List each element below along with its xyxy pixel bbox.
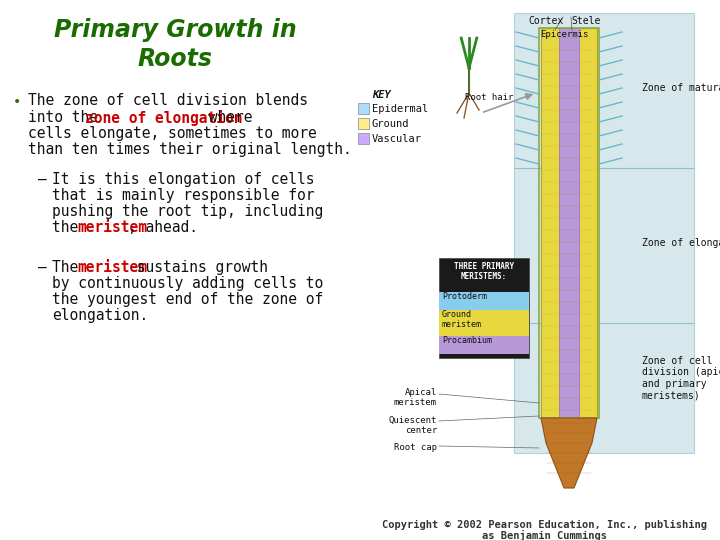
Text: the youngest end of the zone of: the youngest end of the zone of	[52, 292, 323, 307]
Text: as Benjamin Cummings: as Benjamin Cummings	[482, 530, 608, 540]
Text: Ground
meristem: Ground meristem	[442, 310, 482, 329]
Text: Epicermis: Epicermis	[540, 30, 588, 39]
Bar	[439, 336, 529, 354]
Text: Procambium: Procambium	[442, 336, 492, 345]
Text: into the: into the	[28, 110, 107, 125]
Text: –: –	[38, 260, 47, 275]
Bar	[439, 310, 529, 336]
Text: pushing the root tip, including: pushing the root tip, including	[52, 204, 323, 219]
Bar	[514, 323, 694, 453]
Text: zone of elongation: zone of elongation	[85, 110, 243, 126]
Bar	[559, 28, 579, 418]
Bar	[541, 28, 597, 418]
Text: the: the	[52, 220, 87, 235]
Bar	[358, 103, 369, 114]
Text: Quiescent
center: Quiescent center	[389, 416, 437, 435]
Text: than ten times their original length.: than ten times their original length.	[28, 142, 352, 157]
Text: Stele: Stele	[571, 16, 600, 26]
Text: meristem: meristem	[78, 220, 148, 235]
Polygon shape	[541, 418, 597, 488]
Text: Vascular: Vascular	[372, 134, 422, 144]
Text: –: –	[38, 172, 47, 187]
Text: by continuously adding cells to: by continuously adding cells to	[52, 276, 323, 291]
Text: meristem: meristem	[78, 260, 148, 275]
Bar	[514, 13, 694, 168]
Text: KEY: KEY	[372, 90, 391, 100]
Text: Ground: Ground	[372, 119, 410, 129]
Text: Roots: Roots	[138, 47, 212, 71]
Bar	[514, 168, 694, 323]
Text: Apical
meristem: Apical meristem	[394, 388, 437, 407]
Text: sustains growth: sustains growth	[128, 260, 269, 275]
Text: Copyright © 2002 Pearson Education, Inc., publishing: Copyright © 2002 Pearson Education, Inc.…	[382, 520, 708, 530]
Bar	[358, 118, 369, 129]
Text: THREE PRIMARY
MERISTEMS:: THREE PRIMARY MERISTEMS:	[454, 262, 514, 281]
Bar	[439, 258, 529, 358]
Bar	[439, 292, 529, 310]
Text: Zone of maturation: Zone of maturation	[642, 83, 720, 93]
Text: Zone of elongation: Zone of elongation	[642, 238, 720, 248]
Text: where: where	[199, 110, 252, 125]
Text: , ahead.: , ahead.	[128, 220, 198, 235]
Text: It is this elongation of cells: It is this elongation of cells	[52, 172, 315, 187]
Bar	[358, 133, 369, 144]
Text: Root hair: Root hair	[464, 93, 513, 102]
Text: Protoderm: Protoderm	[442, 292, 487, 301]
Text: Cortex: Cortex	[528, 16, 564, 26]
Text: that is mainly responsible for: that is mainly responsible for	[52, 188, 315, 203]
Text: cells elongate, sometimes to more: cells elongate, sometimes to more	[28, 126, 317, 141]
Text: elongation.: elongation.	[52, 308, 148, 323]
Text: •: •	[13, 95, 22, 109]
Text: Primary Growth in: Primary Growth in	[53, 18, 297, 42]
Text: Root cap: Root cap	[394, 443, 437, 452]
Text: Epidermal: Epidermal	[372, 104, 428, 114]
Text: The zone of cell division blends: The zone of cell division blends	[28, 93, 308, 108]
Text: The: The	[52, 260, 87, 275]
Text: Zone of cell
division (apical
and primary
meristems): Zone of cell division (apical and primar…	[642, 356, 720, 400]
Bar	[539, 28, 599, 418]
